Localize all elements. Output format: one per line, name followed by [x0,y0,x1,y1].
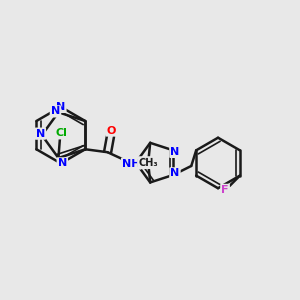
Text: N: N [170,168,180,178]
Text: F: F [221,185,229,195]
Text: N: N [56,102,65,112]
Text: NH: NH [122,158,141,169]
Text: N: N [58,158,67,168]
Text: N: N [36,129,45,139]
Text: CH₃: CH₃ [138,158,158,168]
Text: N: N [170,147,180,157]
Text: Cl: Cl [56,128,67,138]
Text: CH₃: CH₃ [138,157,158,167]
Text: O: O [106,125,116,136]
Text: N: N [51,106,60,116]
